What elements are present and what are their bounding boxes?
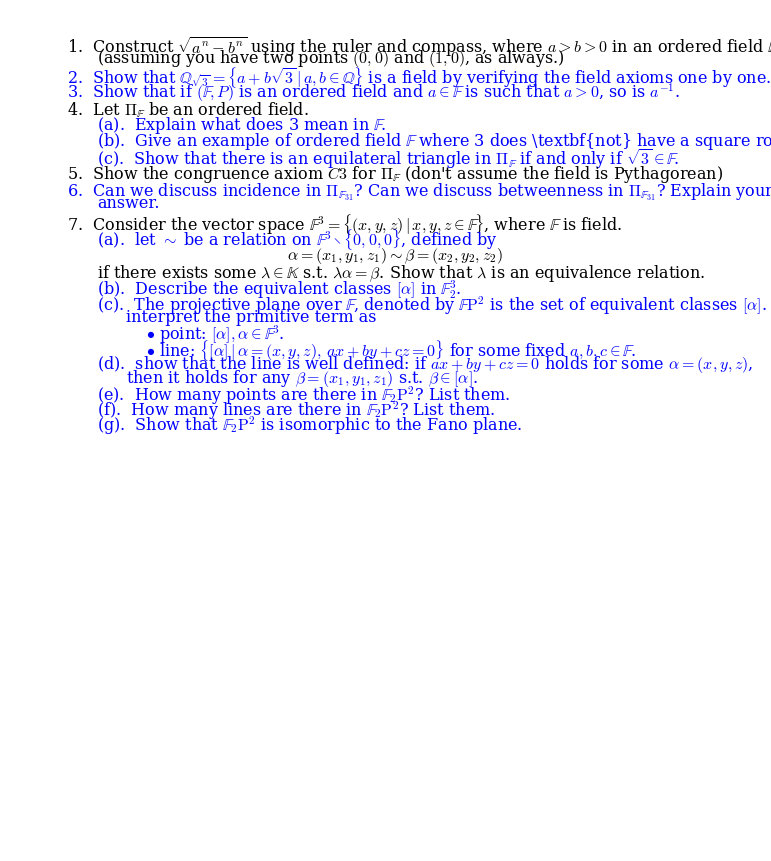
Text: $\bullet$ point: $[\alpha], \alpha \in \mathbb{F}^3$.: $\bullet$ point: $[\alpha], \alpha \in \…: [146, 324, 285, 346]
Text: if there exists some $\lambda \in \mathbb{K}$ s.t. $\lambda\alpha = \beta$. Show: if there exists some $\lambda \in \mathb…: [97, 263, 705, 283]
Text: (a).  Explain what does 3 mean in $\mathbb{F}$.: (a). Explain what does 3 mean in $\mathb…: [97, 115, 387, 136]
Text: 1.  Construct $\sqrt{a^n - b^n}$ using the ruler and compass, where $a > b > 0$ : 1. Construct $\sqrt{a^n - b^n}$ using th…: [67, 34, 771, 59]
Text: 3.  Show that if $(\mathbb{F}, P)$ is an ordered field and $a \in \mathbb{F}$ is: 3. Show that if $(\mathbb{F}, P)$ is an …: [67, 82, 680, 104]
Text: (b).  Describe the equivalent classes $[\alpha]$ in $\mathbb{F}_2^3$.: (b). Describe the equivalent classes $[\…: [97, 278, 462, 300]
Text: (assuming you have two points $(0, 0)$ and $(1, 0)$, as always.): (assuming you have two points $(0, 0)$ a…: [97, 48, 565, 69]
Text: then it holds for any $\beta = (x_1, y_1, z_1)$ s.t. $\beta \in [\alpha]$.: then it holds for any $\beta = (x_1, y_1…: [126, 368, 478, 389]
Text: (e).  How many points are there in $\mathbb{F}_2\mathrm{P}^2$? List them.: (e). How many points are there in $\math…: [97, 384, 511, 406]
Text: (b).  Give an example of ordered field $\mathbb{F}$ where 3 does \textbf{not} ha: (b). Give an example of ordered field $\…: [97, 131, 771, 152]
Text: 6.  Can we discuss incidence in $\Pi_{\mathbb{F}_{31}}$? Can we discuss betweenn: 6. Can we discuss incidence in $\Pi_{\ma…: [67, 181, 771, 202]
Text: 5.  Show the congruence axiom $C3$ for $\Pi_{\mathbb{F}}$ (don't assume the fiel: 5. Show the congruence axiom $C3$ for $\…: [67, 164, 723, 185]
Text: (c).  The projective plane over $\mathbb{F}$, denoted by $\mathbb{F}\mathrm{P}^2: (c). The projective plane over $\mathbb{…: [97, 294, 771, 317]
Text: 4.  Let $\Pi_{\mathbb{F}}$ be an ordered field.: 4. Let $\Pi_{\mathbb{F}}$ be an ordered …: [67, 100, 309, 120]
Text: 2.  Show that $\mathbb{Q}_{\sqrt{3}} = \{a + b\sqrt{3}\,|\,a, b \in \mathbb{Q}\}: 2. Show that $\mathbb{Q}_{\sqrt{3}} = \{…: [67, 65, 771, 90]
Text: answer.: answer.: [97, 195, 160, 212]
Text: (a).  let $\sim$ be a relation on $\mathbb{F}^3 \setminus \{0, 0, 0\}$, defined : (a). let $\sim$ be a relation on $\mathb…: [97, 227, 498, 252]
Text: (d).  show that the line is well defined: if $ax + by + cz = 0$ holds for some $: (d). show that the line is well defined:…: [97, 354, 754, 375]
Text: (g).  Show that $\mathbb{F}_2\mathrm{P}^2$ is isomorphic to the Fano plane.: (g). Show that $\mathbb{F}_2\mathrm{P}^2…: [97, 414, 523, 437]
Text: $\bullet$ line: $\{[\alpha]\,|\,\alpha = (x, y, z),\, ax + by + cz = 0\}$ for so: $\bullet$ line: $\{[\alpha]\,|\,\alpha =…: [146, 338, 636, 362]
Text: interpret the primitive term as: interpret the primitive term as: [126, 308, 377, 325]
Text: (c).  Show that there is an equilateral triangle in $\Pi_{\mathbb{F}}$ if and on: (c). Show that there is an equilateral t…: [97, 147, 680, 171]
Text: 7.  Consider the vector space $\mathbb{F}^3 = \{(x, y, z)\,|\,x, y, z \in \mathb: 7. Consider the vector space $\mathbb{F}…: [67, 212, 622, 237]
Text: $\alpha = (x_1, y_1, z_1) \sim \beta = (x_2, y_2, z_2)$: $\alpha = (x_1, y_1, z_1) \sim \beta = (…: [288, 245, 503, 265]
Text: (f).  How many lines are there in $\mathbb{F}_2\mathrm{P}^2$? List them.: (f). How many lines are there in $\mathb…: [97, 400, 496, 421]
